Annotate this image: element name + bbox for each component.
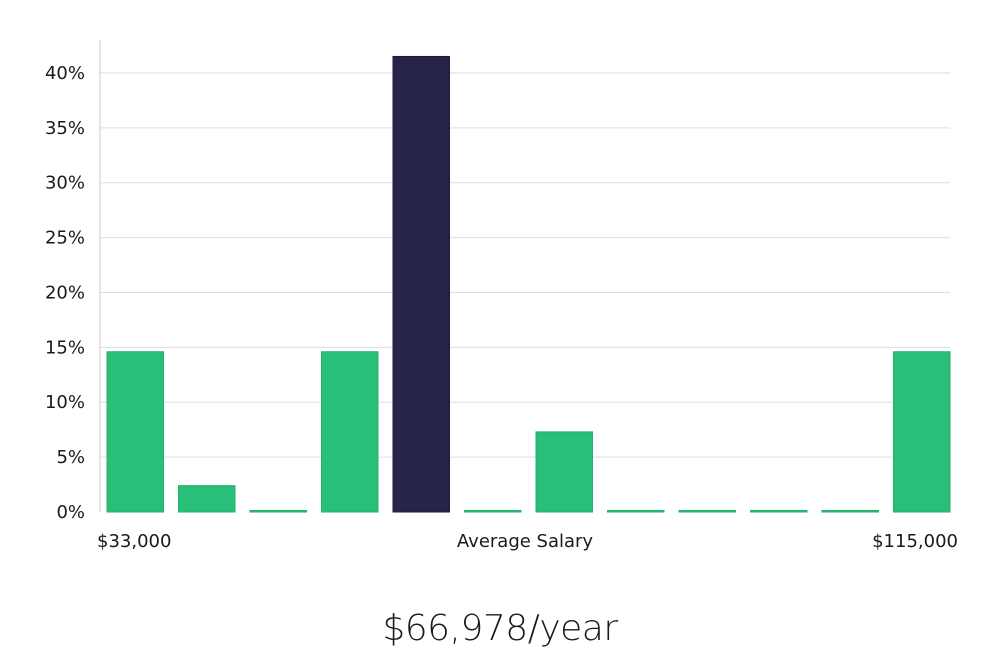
bar (678, 510, 736, 513)
x-max-label: $115,000 (872, 531, 958, 552)
y-axis-ticks: 0% 5% 10% 15% 20% 25% 30% 35% 40% (45, 63, 85, 523)
y-tick-label: 20% (45, 282, 85, 303)
y-tick-label: 30% (45, 173, 85, 194)
bar (535, 431, 593, 513)
x-min-label: $33,000 (97, 531, 171, 552)
bar (821, 510, 879, 513)
x-average-label: Average Salary (457, 531, 594, 552)
y-tick-label: 10% (45, 392, 85, 413)
y-tick-label: 40% (45, 63, 85, 84)
y-tick-label: 25% (45, 228, 85, 249)
bar (607, 510, 665, 513)
bar (321, 351, 379, 513)
grid-lines (100, 72, 950, 458)
bar (106, 351, 164, 513)
bar (249, 510, 307, 513)
salary-histogram: 0% 5% 10% 15% 20% 25% 30% 35% 40% $33,000 Averag… (45, 40, 958, 552)
average-salary-value: $66,978/year (382, 608, 618, 649)
y-tick-label: 35% (45, 118, 85, 139)
bar (893, 351, 951, 513)
y-tick-label: 0% (56, 502, 85, 523)
bars (106, 55, 951, 513)
y-tick-label: 5% (56, 447, 85, 468)
bar (178, 485, 236, 513)
bar-average (392, 55, 450, 513)
y-tick-label: 15% (45, 337, 85, 358)
bar (750, 510, 808, 513)
bar (464, 510, 522, 513)
